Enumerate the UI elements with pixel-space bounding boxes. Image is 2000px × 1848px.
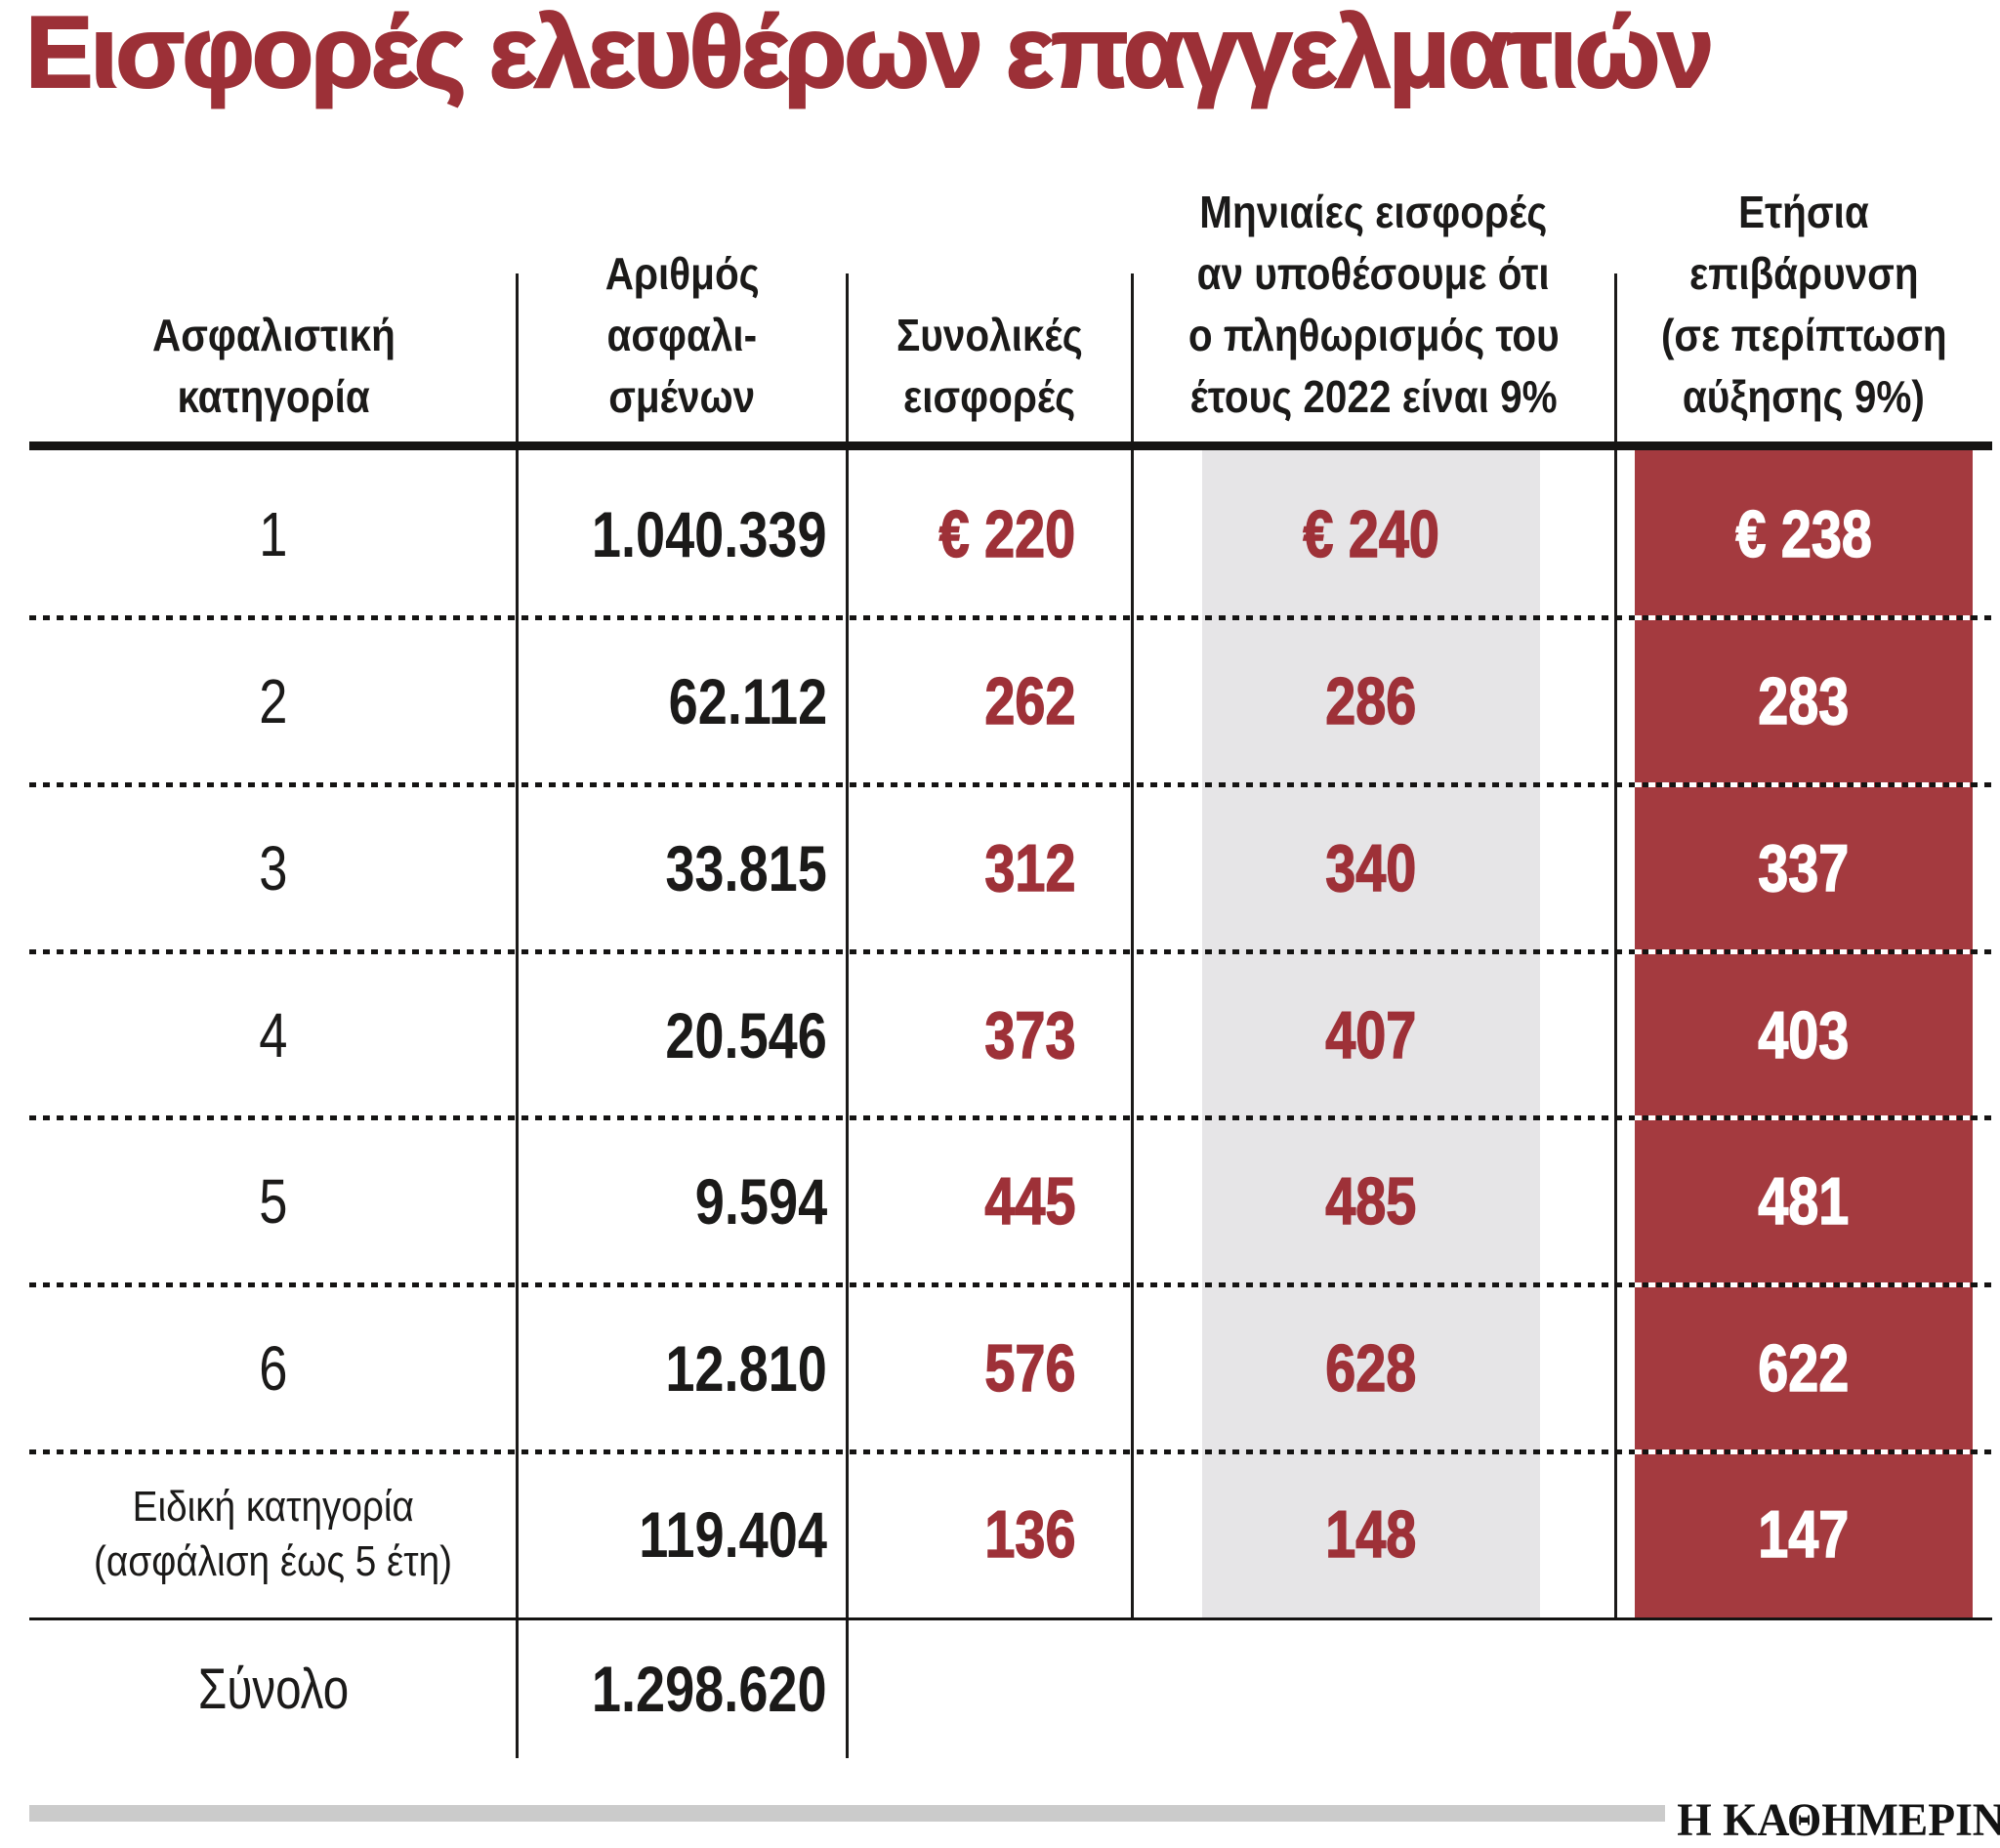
row-separator-on-band — [1635, 1115, 1973, 1120]
column-header-monthly: Μηνιαίες εισφορές αν υποθέσουμε ότι ο πλ… — [1188, 187, 1560, 422]
table-row: 1 1.040.339 € 220 € 240 € 238 — [0, 450, 2000, 617]
table-row: 5 9.594 445 485 481 — [0, 1117, 2000, 1284]
row-separator — [29, 1449, 1992, 1454]
monthly-column-highlight-band — [1202, 450, 1540, 1617]
category-cell: 1 — [259, 498, 288, 569]
publisher-logo: Η ΚΑΘΗΜΕΡΙΝΗ — [1677, 1794, 2000, 1846]
annual-column-highlight-band — [1635, 450, 1973, 1617]
table-row: 4 20.546 373 407 403 — [0, 951, 2000, 1118]
insured-cell: 20.546 — [665, 998, 827, 1071]
insured-cell: 12.810 — [665, 1331, 827, 1405]
column-divider — [516, 273, 519, 1758]
monthly-contribution-cell: 148 — [1325, 1496, 1417, 1573]
monthly-contribution-cell: 340 — [1325, 830, 1417, 906]
total-label-cell: Σύνολο — [197, 1657, 350, 1721]
insured-cell: 9.594 — [694, 1164, 827, 1238]
row-separator — [29, 1115, 1992, 1120]
row-separator-on-band — [1635, 949, 1973, 954]
column-header-insured: Αριθμός ασφαλι- σμένων — [604, 248, 760, 422]
annual-burden-cell: 622 — [1758, 1330, 1850, 1407]
row-separator-on-band — [1635, 782, 1973, 787]
total-contribution-cell: 576 — [983, 1330, 1075, 1407]
category-cell: 5 — [259, 1165, 288, 1237]
row-separator-on-band — [1635, 1282, 1973, 1287]
total-rule — [29, 1617, 1992, 1620]
insured-cell: 119.404 — [639, 1498, 827, 1571]
column-divider — [846, 273, 849, 1758]
column-header-total: Συνολικές εισφορές — [896, 310, 1083, 422]
column-header-annual: Ετήσια επιβάρυνση (σε περίπτωση αύξησης … — [1660, 187, 1947, 422]
monthly-contribution-cell: 485 — [1325, 1163, 1417, 1239]
annual-burden-cell: € 238 — [1735, 496, 1873, 572]
total-insured-cell: 1.298.620 — [592, 1653, 827, 1725]
row-separator — [29, 615, 1992, 620]
total-contribution-cell: 312 — [983, 830, 1075, 906]
category-cell: 4 — [259, 999, 288, 1071]
page-title: Εισφορές ελευθέρων επαγγελματιών — [24, 0, 1715, 109]
footer-divider-bar — [29, 1805, 1665, 1822]
table-row: 6 12.810 576 628 622 — [0, 1284, 2000, 1451]
column-divider — [1614, 273, 1617, 1618]
table-row: 3 33.815 312 340 337 — [0, 784, 2000, 951]
column-divider — [1131, 273, 1134, 1618]
table-row: 2 62.112 262 286 283 — [0, 617, 2000, 784]
total-contribution-cell: 373 — [983, 997, 1075, 1073]
annual-burden-cell: 481 — [1758, 1163, 1850, 1239]
total-contribution-cell: € 220 — [938, 496, 1076, 572]
category-cell: 3 — [259, 832, 288, 903]
row-separator — [29, 1282, 1992, 1287]
annual-burden-cell: 147 — [1758, 1496, 1850, 1573]
monthly-contribution-cell: 286 — [1325, 663, 1417, 739]
annual-burden-cell: 337 — [1758, 830, 1850, 906]
monthly-contribution-cell: € 240 — [1303, 496, 1440, 572]
category-cell: 6 — [259, 1332, 288, 1404]
total-contribution-cell: 445 — [983, 1163, 1075, 1239]
category-cell: Ειδική κατηγορία (ασφάλιση έως 5 έτη) — [94, 1483, 453, 1585]
total-contribution-cell: 262 — [983, 663, 1075, 739]
total-contribution-cell: 136 — [983, 1496, 1075, 1573]
row-separator — [29, 949, 1992, 954]
insured-cell: 62.112 — [668, 664, 827, 737]
table-row-special-category: Ειδική κατηγορία (ασφάλιση έως 5 έτη) 11… — [0, 1451, 2000, 1617]
monthly-contribution-cell: 407 — [1325, 997, 1417, 1073]
insured-cell: 1.040.339 — [592, 497, 827, 570]
annual-burden-cell: 283 — [1758, 663, 1850, 739]
row-separator-on-band — [1635, 615, 1973, 620]
monthly-contribution-cell: 628 — [1325, 1330, 1417, 1407]
insured-cell: 33.815 — [665, 831, 827, 904]
row-separator-on-band — [1635, 1449, 1973, 1454]
header-rule — [29, 441, 1992, 450]
row-separator — [29, 782, 1992, 787]
annual-burden-cell: 403 — [1758, 997, 1850, 1073]
category-cell: 2 — [259, 665, 288, 736]
table-row-total: Σύνολο 1.298.620 — [0, 1620, 2000, 1757]
column-header-category: Ασφαλιστική κατηγορία — [151, 310, 396, 422]
